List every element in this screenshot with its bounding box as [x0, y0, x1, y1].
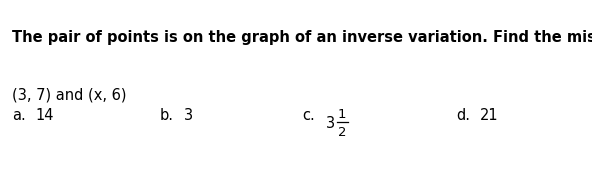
Text: b.: b.: [160, 108, 174, 123]
Text: 21: 21: [480, 108, 498, 123]
Text: c.: c.: [302, 108, 315, 123]
Text: 14: 14: [36, 108, 54, 123]
Text: 2: 2: [337, 126, 346, 139]
Text: (3, 7) and (x, 6): (3, 7) and (x, 6): [12, 88, 127, 103]
Text: a.: a.: [12, 108, 25, 123]
Text: 3: 3: [184, 108, 192, 123]
Text: d.: d.: [456, 108, 470, 123]
Text: 1: 1: [337, 108, 346, 121]
Text: 3: 3: [326, 116, 334, 131]
Text: The pair of points is on the graph of an inverse variation. Find the missing val: The pair of points is on the graph of an…: [12, 30, 592, 45]
